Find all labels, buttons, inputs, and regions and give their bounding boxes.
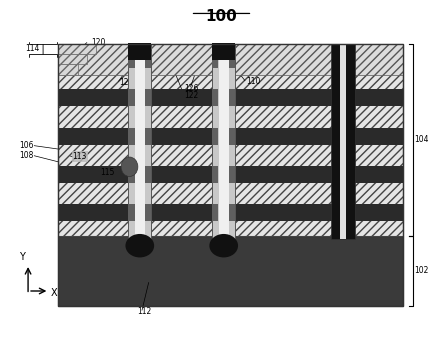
Bar bbox=[145, 89, 151, 106]
Ellipse shape bbox=[128, 45, 151, 56]
Text: 112: 112 bbox=[138, 307, 152, 316]
Bar bbox=[145, 204, 151, 221]
Bar bbox=[212, 43, 235, 60]
Text: Y: Y bbox=[19, 252, 25, 263]
Text: 120: 120 bbox=[91, 38, 105, 47]
Bar bbox=[58, 204, 403, 221]
Bar bbox=[212, 44, 235, 242]
Bar bbox=[58, 51, 403, 68]
Bar bbox=[212, 89, 218, 106]
Bar bbox=[212, 51, 218, 68]
Bar bbox=[128, 204, 135, 221]
Bar bbox=[128, 44, 151, 242]
Bar bbox=[58, 44, 403, 236]
Bar bbox=[229, 89, 235, 106]
Bar bbox=[58, 166, 403, 183]
Bar bbox=[212, 204, 218, 221]
Bar bbox=[340, 44, 346, 239]
Bar bbox=[229, 51, 235, 68]
Bar bbox=[58, 236, 403, 306]
Text: 126: 126 bbox=[184, 84, 198, 93]
Ellipse shape bbox=[210, 234, 238, 257]
Text: 108: 108 bbox=[19, 151, 34, 160]
Text: 134: 134 bbox=[374, 61, 389, 70]
Text: 114: 114 bbox=[25, 44, 39, 53]
Bar bbox=[331, 44, 355, 239]
Bar bbox=[219, 44, 229, 242]
Text: 106: 106 bbox=[19, 141, 34, 150]
Bar bbox=[145, 51, 151, 68]
Bar bbox=[145, 166, 151, 183]
Bar bbox=[128, 43, 151, 60]
Bar bbox=[58, 128, 403, 145]
Bar bbox=[58, 89, 403, 106]
Ellipse shape bbox=[121, 157, 138, 177]
Bar bbox=[212, 166, 218, 183]
Bar bbox=[128, 128, 135, 145]
Bar bbox=[212, 128, 218, 145]
Bar bbox=[58, 64, 78, 74]
Bar bbox=[58, 44, 403, 74]
Text: 100: 100 bbox=[206, 9, 237, 24]
Bar bbox=[135, 44, 144, 242]
Text: 102: 102 bbox=[415, 266, 429, 275]
Text: 124: 124 bbox=[119, 79, 133, 87]
Text: 115: 115 bbox=[100, 168, 114, 177]
Text: 104: 104 bbox=[415, 135, 429, 145]
Bar bbox=[128, 166, 135, 183]
Text: 132: 132 bbox=[303, 60, 318, 69]
Bar bbox=[128, 51, 135, 68]
Text: 116: 116 bbox=[91, 50, 105, 59]
Ellipse shape bbox=[125, 234, 154, 257]
Text: 122: 122 bbox=[184, 91, 198, 100]
Text: X: X bbox=[51, 288, 57, 298]
Bar bbox=[128, 89, 135, 106]
Text: 130: 130 bbox=[374, 55, 389, 64]
Ellipse shape bbox=[212, 45, 235, 56]
Bar bbox=[145, 128, 151, 145]
Bar bbox=[58, 54, 87, 64]
Text: 118: 118 bbox=[91, 44, 105, 53]
Text: 110: 110 bbox=[246, 78, 260, 86]
Bar bbox=[229, 204, 235, 221]
Bar bbox=[58, 44, 403, 306]
Bar bbox=[229, 128, 235, 145]
Text: 113: 113 bbox=[73, 152, 87, 161]
Bar bbox=[229, 166, 235, 183]
Bar bbox=[58, 44, 96, 54]
